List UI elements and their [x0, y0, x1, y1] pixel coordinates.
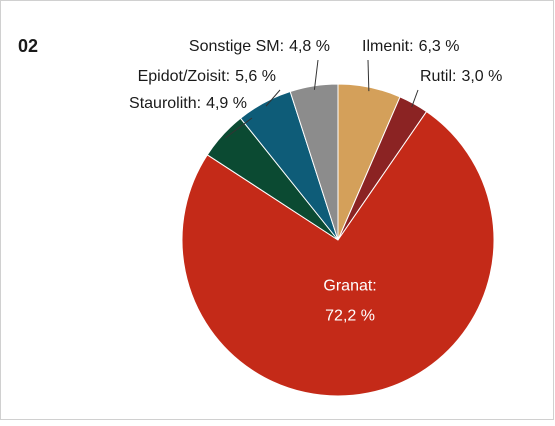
- slice-category: Ilmenit:: [362, 38, 414, 55]
- slice-value: 4,9 %: [206, 95, 247, 112]
- slice-category: Rutil:: [420, 68, 456, 85]
- slice-value: 5,6 %: [235, 68, 276, 85]
- slice-label: Rutil: 3,0 %: [420, 68, 502, 85]
- slice-value: 6,3 %: [419, 38, 460, 55]
- slice-label: Sonstige SM: 4,8 %: [189, 38, 330, 55]
- leader-line: [411, 89, 419, 108]
- pie-slice: [289, 83, 339, 241]
- slice-category: Epidot/Zoisit:: [138, 68, 230, 85]
- leader-line: [367, 59, 370, 92]
- slice-category: Sonstige SM:: [189, 38, 284, 55]
- slice-label: Staurolith: 4,9 %: [129, 95, 247, 112]
- slice-category: Staurolith:: [129, 95, 201, 112]
- slice-label: Ilmenit: 6,3 %: [362, 38, 460, 55]
- slice-value: 72,2 %: [325, 307, 375, 324]
- slice-value: 3,0 %: [461, 68, 502, 85]
- panel-label: 02: [18, 36, 38, 56]
- slice-value: 4,8 %: [289, 38, 330, 55]
- pie-slice: [181, 110, 495, 397]
- leader-line: [313, 59, 319, 90]
- leader-line: [265, 89, 281, 107]
- leader-line: [225, 117, 253, 139]
- slice-category: Granat:: [323, 277, 376, 294]
- slice-label: Epidot/Zoisit: 5,6 %: [138, 68, 276, 85]
